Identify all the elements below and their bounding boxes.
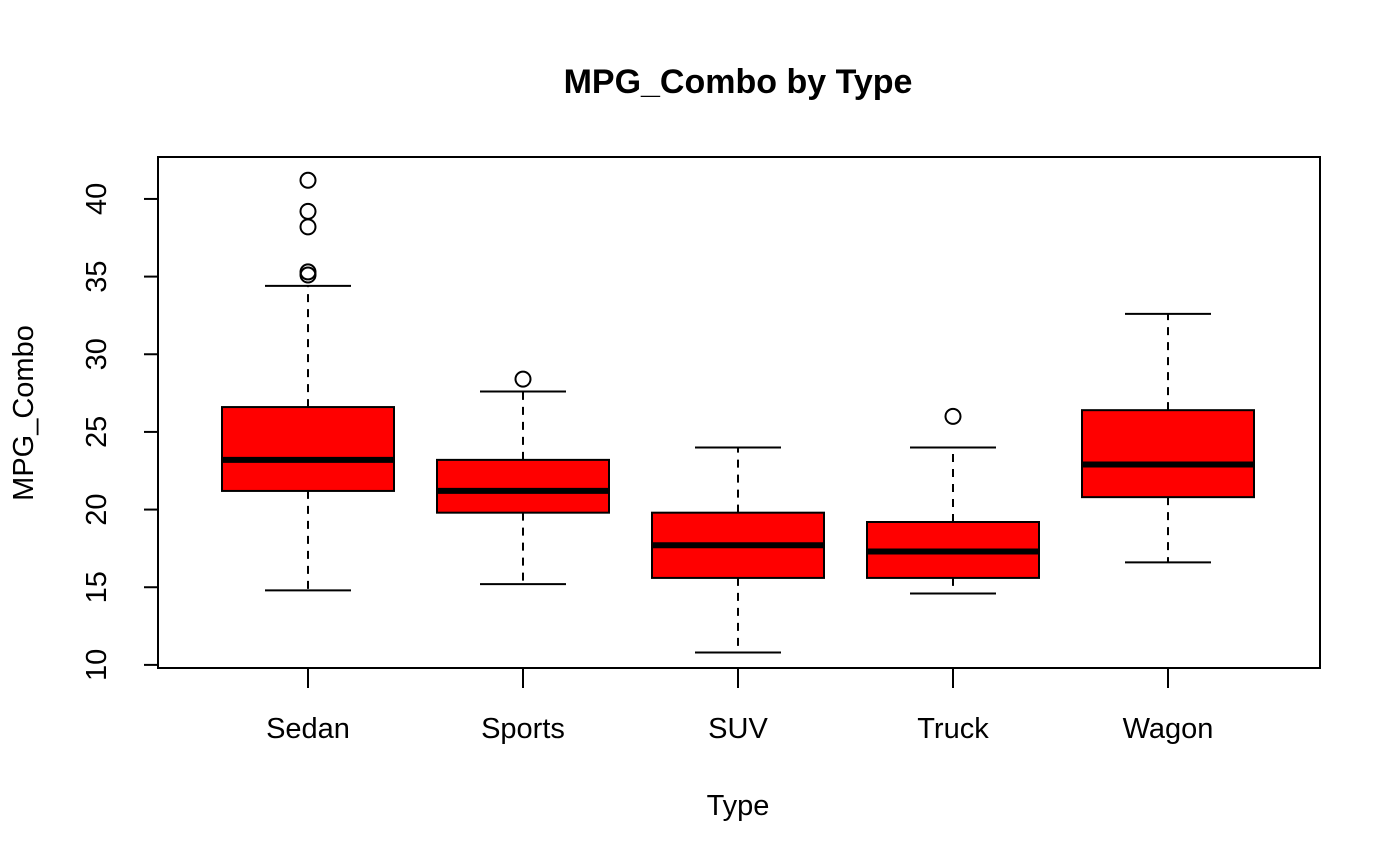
box-group-wagon bbox=[1081, 312, 1255, 564]
box-sedan bbox=[221, 406, 395, 492]
y-tick-label: 15 bbox=[81, 571, 113, 603]
outlier-point bbox=[299, 218, 317, 236]
box-sports bbox=[436, 458, 610, 514]
boxes-layer bbox=[221, 171, 1255, 654]
y-axis: 10 15 20 25 30 35 40 bbox=[81, 183, 159, 681]
x-tick-label-suv: SUV bbox=[708, 713, 768, 745]
y-tick-label: 20 bbox=[81, 493, 113, 525]
outlier-point bbox=[944, 407, 962, 425]
x-tick-label-sedan: Sedan bbox=[266, 713, 350, 745]
y-tick-label: 30 bbox=[81, 338, 113, 370]
x-axis-label: Type bbox=[707, 790, 770, 822]
box-group-sedan bbox=[221, 171, 395, 592]
x-tick-label-wagon: Wagon bbox=[1123, 713, 1214, 745]
box-group-suv bbox=[651, 446, 825, 654]
x-tick-label-truck: Truck bbox=[917, 713, 989, 745]
y-tick-label: 35 bbox=[81, 260, 113, 292]
x-tick-label-sports: Sports bbox=[481, 713, 565, 745]
box-wagon bbox=[1081, 409, 1255, 499]
chart-title: MPG_Combo by Type bbox=[564, 63, 913, 101]
box-group-sports bbox=[436, 370, 610, 586]
outlier-point bbox=[299, 202, 317, 220]
y-tick-label: 40 bbox=[81, 183, 113, 215]
y-tick-label: 10 bbox=[81, 649, 113, 681]
x-axis: Sedan Sports SUV Truck Wagon bbox=[266, 668, 1213, 745]
outlier-point bbox=[299, 263, 317, 281]
outlier-point bbox=[514, 370, 532, 388]
y-axis-label: MPG_Combo bbox=[8, 325, 40, 501]
box-group-truck bbox=[866, 407, 1040, 595]
outlier-point bbox=[299, 171, 317, 189]
y-tick-label: 25 bbox=[81, 416, 113, 448]
